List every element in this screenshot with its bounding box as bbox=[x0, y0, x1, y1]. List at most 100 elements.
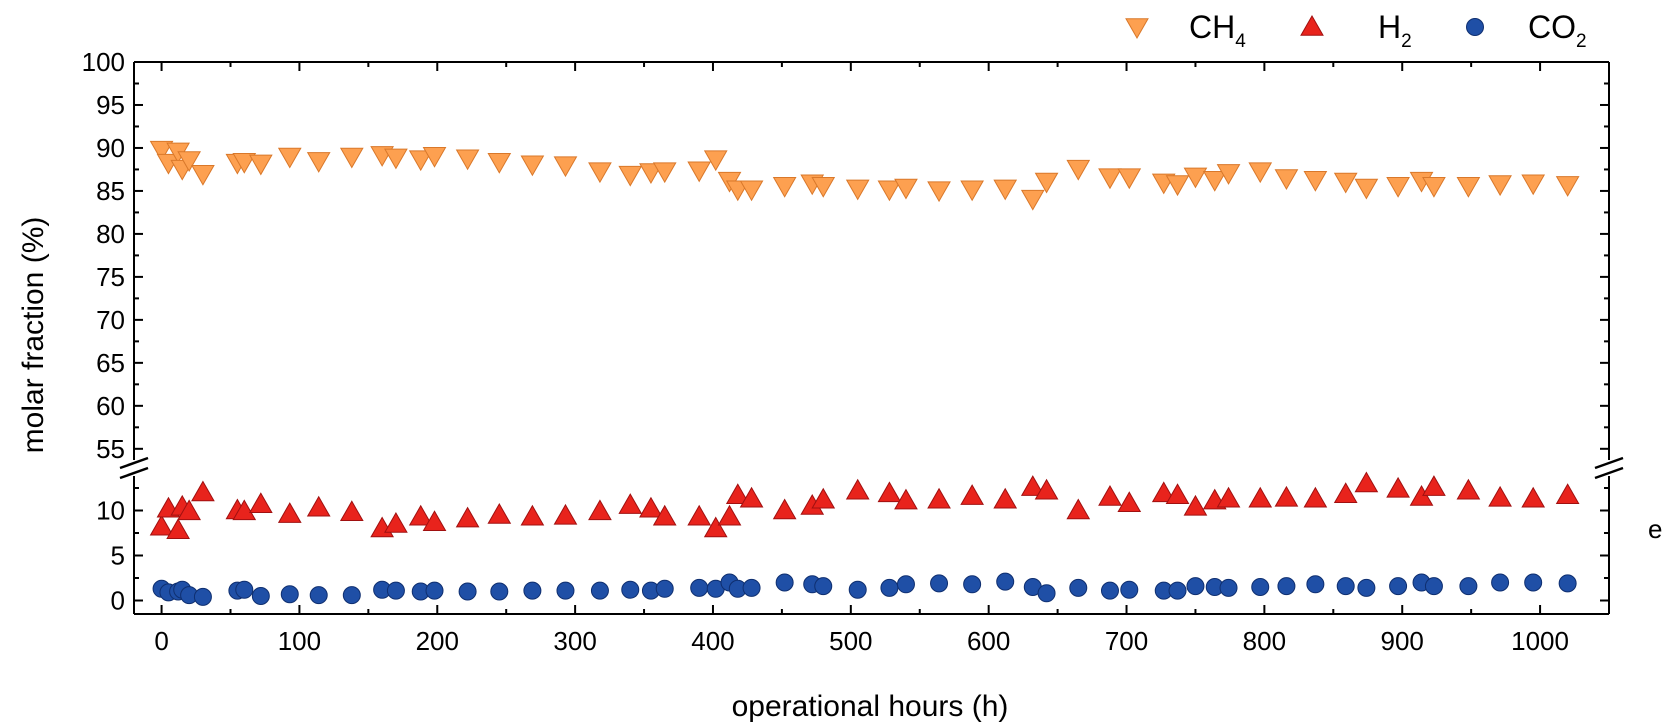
co2-legend-marker bbox=[1466, 18, 1484, 36]
y-tick-label: 90 bbox=[96, 133, 125, 163]
co2-point bbox=[1069, 578, 1088, 597]
x-tick-label: 600 bbox=[967, 626, 1010, 656]
ch4-point bbox=[687, 161, 712, 183]
ch4-point bbox=[1386, 177, 1410, 198]
y-tick-label: 65 bbox=[96, 348, 125, 378]
h2-point bbox=[725, 483, 750, 504]
co2-point bbox=[1306, 575, 1325, 594]
x-tick-label: 200 bbox=[416, 626, 459, 656]
h2-point bbox=[1165, 483, 1190, 504]
h2-point bbox=[306, 495, 331, 517]
ch4-point bbox=[772, 177, 797, 198]
ch4-point bbox=[588, 162, 612, 184]
x-tick-label: 300 bbox=[553, 626, 596, 656]
axis-break-mark bbox=[119, 466, 149, 480]
co2-point bbox=[1037, 584, 1056, 603]
h2-point bbox=[1248, 486, 1273, 508]
h2-point bbox=[408, 504, 433, 526]
ch4-point bbox=[993, 179, 1018, 201]
ch4-point bbox=[1456, 177, 1481, 198]
axis-break-mark bbox=[119, 456, 149, 470]
h2-point bbox=[894, 488, 918, 510]
co2-point bbox=[1357, 578, 1376, 597]
y-tick-label: 100 bbox=[82, 47, 125, 77]
co2-point bbox=[193, 587, 212, 606]
y-axis-title: molar fraction (%) bbox=[17, 217, 50, 454]
ch4-point bbox=[177, 151, 202, 172]
y-tick-label: 80 bbox=[96, 219, 125, 249]
ch4-point bbox=[1422, 177, 1446, 198]
ch4-point bbox=[1354, 178, 1379, 200]
h2-point bbox=[1456, 478, 1481, 500]
co2-point bbox=[490, 582, 509, 601]
co2-legend-label: CO2 bbox=[1528, 9, 1587, 52]
y-tick-label: 10 bbox=[96, 496, 125, 526]
co2-point bbox=[848, 580, 867, 599]
ch4-point bbox=[1333, 172, 1358, 194]
y-tick-label: 70 bbox=[96, 305, 125, 335]
y-tick-label: 75 bbox=[96, 262, 125, 292]
h2-point bbox=[166, 518, 190, 540]
co2-point bbox=[523, 581, 542, 600]
ch4-point bbox=[845, 179, 870, 201]
axis-break-mark bbox=[1594, 456, 1624, 470]
ch4-point bbox=[339, 147, 364, 169]
ch4-point bbox=[1488, 175, 1512, 197]
y-tick-label: 5 bbox=[111, 541, 125, 571]
h2-point bbox=[739, 486, 764, 508]
h2-point bbox=[277, 502, 302, 523]
co2-point bbox=[251, 587, 270, 605]
ch4-point bbox=[408, 150, 433, 172]
ch4-point bbox=[1066, 159, 1091, 181]
ch4-point bbox=[1098, 168, 1122, 190]
h2-point bbox=[487, 502, 512, 524]
ch4-point bbox=[422, 146, 447, 168]
plot-frame bbox=[119, 61, 1624, 615]
h2-point bbox=[845, 478, 870, 500]
h2-point bbox=[384, 511, 408, 533]
h2-point bbox=[520, 504, 545, 526]
h2-legend-label: H2 bbox=[1378, 9, 1412, 52]
ch4-point bbox=[739, 180, 764, 202]
ch4-point bbox=[1521, 174, 1546, 196]
co2-point bbox=[1186, 577, 1205, 596]
ch4-point bbox=[248, 154, 273, 176]
ch4-legend-label: CH4 bbox=[1189, 9, 1246, 52]
ch4-point bbox=[652, 162, 677, 184]
y-tick-label: 55 bbox=[96, 434, 125, 464]
ch4-point bbox=[553, 156, 578, 178]
co2-point bbox=[235, 580, 254, 599]
y-tick-label: 0 bbox=[111, 586, 125, 616]
h2-point bbox=[811, 487, 836, 509]
h2-point bbox=[1488, 485, 1512, 507]
h2-point bbox=[232, 499, 257, 521]
h2-point bbox=[1117, 491, 1142, 513]
ch4-point bbox=[1555, 176, 1580, 197]
h2-point bbox=[1386, 476, 1410, 498]
x-axis: 0 100 200 300 400 500 600 700 800 900 1000 bbox=[154, 62, 1569, 656]
y-tick-label: 60 bbox=[96, 391, 125, 421]
h2-point bbox=[177, 499, 202, 521]
h2-point bbox=[639, 496, 663, 518]
h2-point bbox=[772, 498, 797, 520]
h2-point bbox=[1555, 483, 1580, 504]
ch4-point bbox=[1034, 172, 1059, 194]
y-tick-label: 85 bbox=[96, 176, 125, 206]
co2-point bbox=[1219, 578, 1238, 597]
co2-point bbox=[280, 585, 299, 604]
ch4-point bbox=[1248, 162, 1273, 184]
co2-point bbox=[1251, 578, 1270, 596]
ch4-point bbox=[618, 165, 643, 187]
ch4-point bbox=[306, 152, 331, 173]
h2-point bbox=[927, 487, 951, 509]
co2-point bbox=[342, 586, 361, 605]
co2-point bbox=[880, 578, 899, 597]
ch4-point bbox=[520, 155, 545, 177]
h2-point bbox=[1354, 471, 1379, 493]
h2-point bbox=[1183, 494, 1208, 516]
ch4-legend-marker bbox=[1125, 18, 1149, 40]
co2-point bbox=[896, 575, 915, 594]
h2-point bbox=[703, 516, 728, 538]
x-tick-label: 900 bbox=[1381, 626, 1424, 656]
